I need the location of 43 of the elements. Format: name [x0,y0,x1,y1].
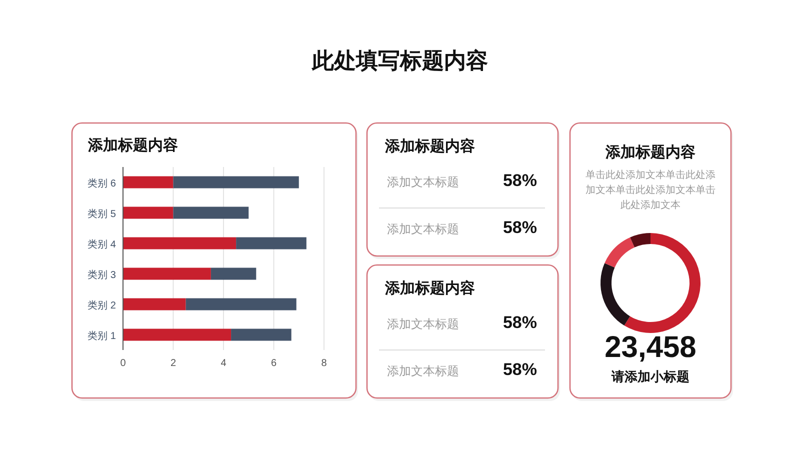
bar [173,206,249,219]
bar [231,328,292,341]
y-tick-label: 类别 6 [88,177,116,190]
bar [123,206,174,219]
donut-slice [624,233,700,333]
text: 添加标题内容 [384,279,475,297]
bar [123,237,236,250]
text: 此处填写标题内容 [311,48,488,73]
donut-slice [604,237,635,268]
y-tick-label: 类别 2 [88,299,116,312]
x-tick-label: 0 [120,358,126,369]
donut-slice [630,233,650,248]
x-tick-label: 8 [321,358,328,369]
text: 58% [502,171,537,190]
text: 添加文本标题 [387,222,459,236]
bar [123,176,174,188]
x-tick-label: 4 [220,358,227,369]
text: 请添加小标题 [610,369,690,384]
y-tick-label: 类别 5 [88,208,116,220]
text: 58% [502,313,537,332]
text: 添加文本标题 [387,364,459,378]
text: 添加标题内容 [384,137,475,155]
chart-title: 添加标题内容 [87,136,178,154]
x-tick-label: 6 [270,358,277,369]
text: 58% [502,218,537,237]
text: 23,458 [604,331,696,364]
bar [123,268,211,280]
text: 添加文本标题 [387,317,459,331]
text: 58% [502,360,537,379]
text: 添加文本标题 [387,175,459,189]
y-tick-label: 类别 4 [88,238,116,250]
bar [123,298,186,310]
bar [173,176,299,188]
bar [236,237,306,250]
y-tick-label: 类别 3 [88,268,116,281]
bar [123,328,232,341]
bar [186,298,296,310]
y-tick-label: 类别 1 [88,330,116,342]
bar [210,268,256,280]
donut-slice [600,263,630,326]
chart-title: 添加标题内容 [604,143,696,161]
x-tick-label: 2 [170,358,176,369]
text: 单击此处添加文本单击此处添加文本单击此处添加文本单击此处添加文本 [584,168,716,213]
